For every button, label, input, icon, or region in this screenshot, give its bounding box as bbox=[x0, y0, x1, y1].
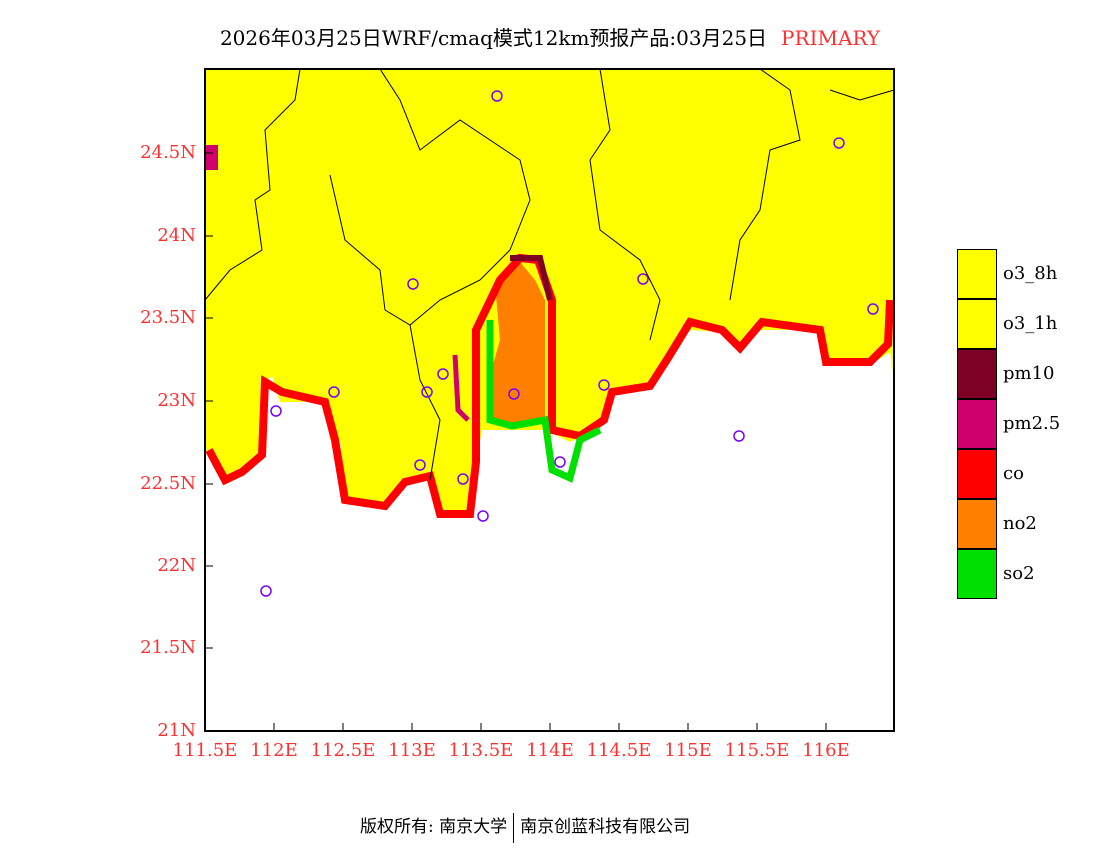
lat-label: 23N bbox=[157, 390, 196, 411]
lon-label: 111.5E bbox=[172, 740, 238, 761]
legend-label: pm10 bbox=[1003, 363, 1055, 384]
legend-swatch bbox=[957, 549, 997, 599]
footer-right: 南京创蓝科技有限公司 bbox=[520, 817, 691, 837]
city-marker bbox=[457, 473, 469, 485]
lon-label: 114E bbox=[526, 740, 574, 761]
lat-label: 24.5N bbox=[140, 142, 196, 163]
footer-left: 版权所有: 南京大学 bbox=[360, 817, 508, 837]
legend-label: co bbox=[1003, 463, 1024, 484]
lon-label: 112.5E bbox=[310, 740, 376, 761]
no2-estuary bbox=[490, 262, 545, 425]
so2-coast-band bbox=[486, 320, 602, 483]
legend-label: pm2.5 bbox=[1003, 413, 1061, 434]
city-marker bbox=[260, 585, 272, 597]
footer-divider bbox=[513, 812, 515, 843]
city-marker bbox=[437, 368, 449, 380]
city-marker bbox=[270, 405, 282, 417]
pm25-segment bbox=[452, 354, 470, 422]
legend-swatch bbox=[957, 349, 997, 399]
city-marker bbox=[733, 430, 745, 442]
city-markers bbox=[260, 90, 879, 597]
sea-area bbox=[205, 330, 894, 731]
legend-label: so2 bbox=[1003, 563, 1035, 584]
legend-label: o3_8h bbox=[1003, 263, 1058, 284]
city-marker bbox=[414, 459, 426, 471]
lon-label: 115.5E bbox=[724, 740, 790, 761]
city-marker bbox=[508, 388, 520, 400]
city-marker bbox=[598, 379, 610, 391]
city-marker bbox=[867, 303, 879, 315]
city-marker bbox=[477, 510, 489, 522]
boundaries bbox=[204, 68, 895, 481]
legend-label: o3_1h bbox=[1003, 313, 1058, 334]
lat-label: 21N bbox=[157, 720, 196, 741]
title-tag: PRIMARY bbox=[781, 26, 881, 50]
city-marker bbox=[491, 90, 503, 102]
lon-label: 114.5E bbox=[586, 740, 652, 761]
lat-label: 23.5N bbox=[140, 307, 196, 328]
title-main: 2026年03月25日WRF/cmaq模式12km预报产品:03月25日 bbox=[219, 26, 768, 50]
city-marker bbox=[637, 273, 649, 285]
city-marker bbox=[328, 386, 340, 398]
lat-label: 21.5N bbox=[140, 637, 196, 658]
city-marker bbox=[554, 456, 566, 468]
lon-label: 113.5E bbox=[448, 740, 514, 761]
city-marker bbox=[833, 137, 845, 149]
pm10-segments bbox=[510, 255, 553, 301]
legend-swatch bbox=[957, 299, 997, 349]
legend-label: no2 bbox=[1003, 513, 1037, 534]
axis-ticks bbox=[205, 152, 827, 731]
legend-swatch bbox=[957, 399, 997, 449]
map-title: 2026年03月25日WRF/cmaq模式12km预报产品:03月25日 PRIM… bbox=[0, 22, 1100, 51]
city-marker bbox=[421, 386, 433, 398]
lat-label: 24N bbox=[157, 225, 196, 246]
lon-label: 112E bbox=[250, 740, 298, 761]
legend-swatch bbox=[957, 449, 997, 499]
lon-label: 115E bbox=[664, 740, 712, 761]
pm25-cell bbox=[205, 145, 218, 170]
legend-swatch bbox=[957, 249, 997, 299]
legend-swatch bbox=[957, 499, 997, 549]
lon-label: 113E bbox=[388, 740, 436, 761]
lat-label: 22.5N bbox=[140, 473, 196, 494]
city-marker bbox=[407, 278, 419, 290]
lat-label: 22N bbox=[157, 555, 196, 576]
copyright-footer: 版权所有: 南京大学 南京创蓝科技有限公司 bbox=[360, 812, 690, 843]
lon-label: 116E bbox=[802, 740, 850, 761]
